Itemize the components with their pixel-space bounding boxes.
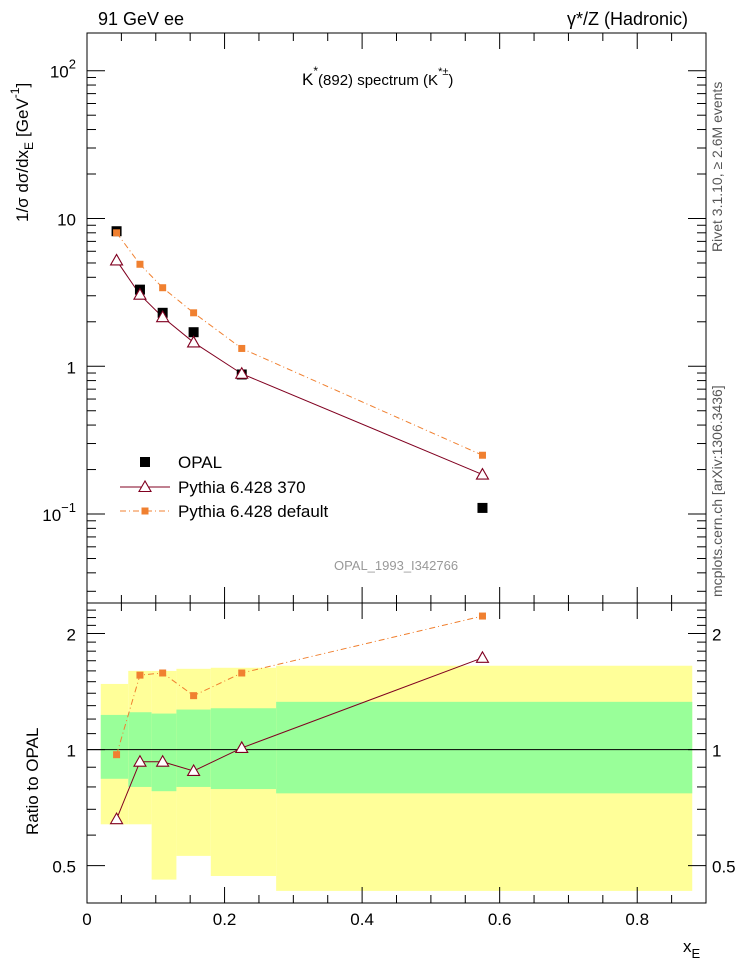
pythia-default-point: [136, 260, 144, 268]
ratio-pythia-default-point: [238, 669, 246, 677]
ratio-pythia-370-point: [155, 754, 170, 767]
ratio-pythia-default-point: [159, 669, 167, 677]
pythia-370-point: [109, 253, 124, 266]
xlabel: xE: [683, 937, 701, 961]
main-y-tick-label: 10−1: [42, 500, 76, 525]
ratio-y-tick-label-left: 2: [67, 626, 76, 645]
pythia-default-point: [238, 344, 246, 352]
ratio-series: [109, 612, 490, 825]
ratio-pythia-default-point: [136, 671, 144, 679]
ratio-pythia-370-line: [116, 657, 483, 820]
pythia-370-line: [116, 260, 483, 476]
title-sup: *: [313, 64, 318, 78]
band-inner: [276, 701, 693, 794]
title-main: K: [302, 70, 314, 89]
pythia-370-point: [133, 287, 147, 300]
ratio-ylabel: Ratio to OPAL: [23, 728, 42, 835]
ylabel-unit-sup: -1: [8, 87, 22, 98]
ylabel-unit: [GeV: [13, 98, 32, 137]
ratio-y-tick-label-right: 2: [712, 626, 721, 645]
ratio-pythia-default-point: [113, 751, 121, 759]
tick-label-exp: 2: [69, 57, 76, 72]
legend: OPAL Pythia 6.428 370 Pythia 6.428 default: [120, 453, 329, 521]
ratio-pythia-370-point: [109, 812, 124, 825]
ratio-y-tick-label-left: 0.5: [52, 858, 76, 877]
ratio-y-tick-label-right: 0.5: [712, 858, 736, 877]
ratio-pythia-default-point: [190, 692, 198, 700]
main-ylabel: 1/σ dσ/dxE [GeV-1]: [8, 83, 36, 222]
ratio-pythia-370-point: [234, 740, 249, 753]
opal-point: [188, 327, 199, 338]
legend-370-marker: [138, 479, 152, 493]
x-tick-label: 0.2: [213, 910, 237, 929]
pythia-370-point: [475, 467, 490, 480]
main-title: K*(892) spectrum (K*±): [302, 64, 453, 89]
pythia-default-point: [190, 309, 198, 317]
pythia-default-line: [116, 232, 483, 456]
pythia-default-point: [113, 229, 121, 237]
ylabel-main: 1/σ dσ/dx: [13, 149, 32, 222]
band-inner: [100, 714, 129, 779]
ratio-y-tick-label-right: 1: [712, 742, 721, 761]
pythia-370-point: [234, 366, 249, 379]
pythia-default-point: [159, 284, 167, 292]
legend-opal-marker: [140, 457, 150, 467]
opal-point: [477, 502, 488, 513]
legend-370-label: Pythia 6.428 370: [178, 478, 306, 497]
tick-label-base: 10: [42, 506, 61, 525]
ratio-pythia-370-point: [475, 650, 490, 663]
ratio-pythia-default-line: [116, 615, 483, 755]
title-mid: (892) spectrum (K: [318, 72, 438, 89]
header-left: 91 GeV ee: [98, 9, 184, 29]
ratio-bands: [87, 665, 706, 891]
ratio-y-tick-label-left: 1: [67, 742, 76, 761]
xlabel-main: x: [683, 937, 692, 956]
ylabel-sub: E: [22, 142, 36, 150]
title-sup2: *±: [438, 66, 448, 78]
x-tick-label: 0.8: [625, 910, 649, 929]
title-end: ): [448, 72, 453, 89]
band-inner: [151, 713, 177, 792]
main-series: [109, 226, 490, 513]
main-y-tick-label: 102: [50, 57, 76, 82]
tick-label-base: 10: [50, 63, 69, 82]
x-tick-label: 0.6: [488, 910, 512, 929]
main-y-tick-label: 10: [57, 210, 76, 229]
legend-default-marker: [141, 507, 149, 515]
legend-opal-label: OPAL: [178, 453, 222, 472]
tick-label-exp: −1: [61, 500, 76, 515]
ratio-pythia-370-point: [133, 754, 147, 767]
main-y-tick-label: 1: [67, 358, 76, 377]
side-text-bottom: mcplots.cern.ch [arXiv:1306.3436]: [709, 385, 725, 597]
tick-label-base: 10: [57, 210, 76, 229]
watermark: OPAL_1993_I342766: [334, 558, 458, 573]
xlabel-sub: E: [692, 946, 701, 961]
ratio-pythia-370-point: [186, 763, 201, 777]
x-tick-label: 0: [82, 910, 91, 929]
pythia-370-point: [155, 310, 170, 323]
ratio-pythia-default-point: [478, 612, 486, 620]
pythia-default-point: [478, 451, 486, 459]
x-tick-label: 0.4: [350, 910, 374, 929]
pythia-370-point: [186, 335, 201, 348]
header-right: γ*/Z (Hadronic): [567, 9, 688, 29]
side-text-top: Rivet 3.1.10, ≥ 2.6M events: [709, 82, 725, 252]
ylabel-unit-end: ]: [13, 83, 32, 88]
legend-default-label: Pythia 6.428 default: [178, 502, 329, 521]
tick-label-base: 1: [67, 358, 76, 377]
